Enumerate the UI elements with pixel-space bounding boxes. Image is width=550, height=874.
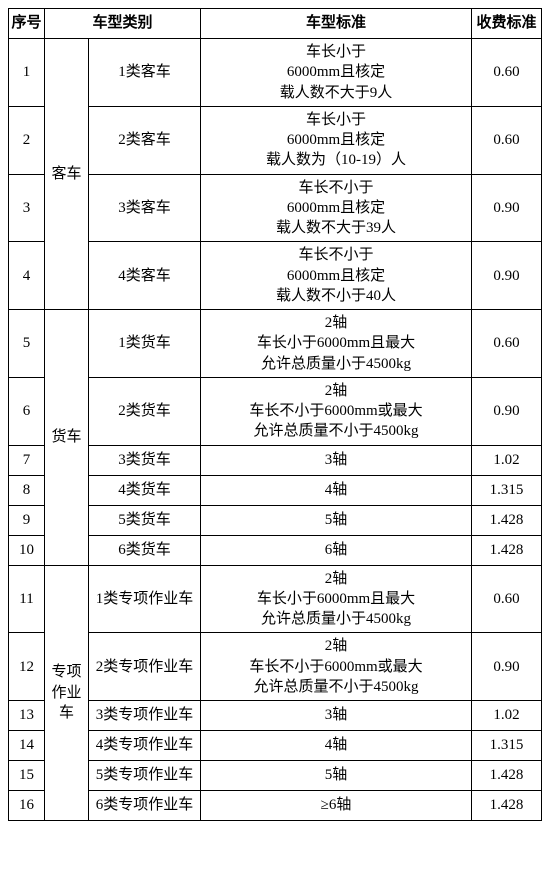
- cell-standard: ≥6轴: [201, 791, 472, 821]
- table-row: 4 4类客车 车长不小于6000mm且核定载人数不小于40人 0.90: [9, 242, 542, 310]
- cell-standard: 4轴: [201, 731, 472, 761]
- table-row: 2 2类客车 车长小于6000mm且核定载人数为（10-19）人 0.60: [9, 106, 542, 174]
- header-standard: 车型标准: [201, 9, 472, 39]
- cell-index: 4: [9, 242, 45, 310]
- cell-group-special: 专项作业车: [45, 565, 89, 821]
- cell-index: 1: [9, 39, 45, 107]
- table-row: 9 5类货车 5轴 1.428: [9, 505, 542, 535]
- cell-subtype: 4类货车: [89, 475, 201, 505]
- cell-standard: 5轴: [201, 505, 472, 535]
- cell-subtype: 3类客车: [89, 174, 201, 242]
- cell-fee: 1.428: [472, 505, 542, 535]
- cell-subtype: 2类客车: [89, 106, 201, 174]
- table-row: 15 5类专项作业车 5轴 1.428: [9, 761, 542, 791]
- vehicle-fee-table: 序号 车型类别 车型标准 收费标准 1 客车 1类客车 车长小于6000mm且核…: [8, 8, 542, 821]
- cell-index: 8: [9, 475, 45, 505]
- cell-index: 13: [9, 701, 45, 731]
- table-row: 16 6类专项作业车 ≥6轴 1.428: [9, 791, 542, 821]
- cell-subtype: 1类货车: [89, 310, 201, 378]
- cell-standard: 车长小于6000mm且核定载人数为（10-19）人: [201, 106, 472, 174]
- cell-fee: 0.60: [472, 39, 542, 107]
- cell-index: 15: [9, 761, 45, 791]
- table-row: 14 4类专项作业车 4轴 1.315: [9, 731, 542, 761]
- table-header-row: 序号 车型类别 车型标准 收费标准: [9, 9, 542, 39]
- cell-standard: 2轴车长不小于6000mm或最大允许总质量不小于4500kg: [201, 377, 472, 445]
- cell-fee: 1.428: [472, 761, 542, 791]
- cell-fee: 1.315: [472, 731, 542, 761]
- cell-fee: 0.90: [472, 377, 542, 445]
- cell-index: 3: [9, 174, 45, 242]
- cell-standard: 车长小于6000mm且核定载人数不大于9人: [201, 39, 472, 107]
- cell-group-truck: 货车: [45, 310, 89, 566]
- cell-standard: 6轴: [201, 535, 472, 565]
- cell-subtype: 3类专项作业车: [89, 701, 201, 731]
- cell-subtype: 2类专项作业车: [89, 633, 201, 701]
- cell-fee: 0.60: [472, 565, 542, 633]
- cell-index: 5: [9, 310, 45, 378]
- cell-index: 6: [9, 377, 45, 445]
- cell-standard: 5轴: [201, 761, 472, 791]
- cell-standard: 车长不小于6000mm且核定载人数不小于40人: [201, 242, 472, 310]
- header-fee: 收费标准: [472, 9, 542, 39]
- cell-index: 11: [9, 565, 45, 633]
- cell-standard: 3轴: [201, 701, 472, 731]
- cell-subtype: 5类专项作业车: [89, 761, 201, 791]
- cell-fee: 0.90: [472, 633, 542, 701]
- table-row: 10 6类货车 6轴 1.428: [9, 535, 542, 565]
- table-row: 7 3类货车 3轴 1.02: [9, 445, 542, 475]
- cell-subtype: 1类专项作业车: [89, 565, 201, 633]
- cell-standard: 4轴: [201, 475, 472, 505]
- cell-fee: 0.90: [472, 242, 542, 310]
- cell-fee: 0.90: [472, 174, 542, 242]
- cell-standard: 3轴: [201, 445, 472, 475]
- cell-subtype: 4类专项作业车: [89, 731, 201, 761]
- cell-fee: 0.60: [472, 310, 542, 378]
- cell-index: 10: [9, 535, 45, 565]
- cell-group-bus: 客车: [45, 39, 89, 310]
- cell-subtype: 3类货车: [89, 445, 201, 475]
- table-row: 12 2类专项作业车 2轴车长不小于6000mm或最大允许总质量不小于4500k…: [9, 633, 542, 701]
- cell-subtype: 4类客车: [89, 242, 201, 310]
- cell-subtype: 1类客车: [89, 39, 201, 107]
- cell-standard: 2轴车长小于6000mm且最大允许总质量小于4500kg: [201, 310, 472, 378]
- table-row: 6 2类货车 2轴车长不小于6000mm或最大允许总质量不小于4500kg 0.…: [9, 377, 542, 445]
- table-row: 13 3类专项作业车 3轴 1.02: [9, 701, 542, 731]
- cell-subtype: 2类货车: [89, 377, 201, 445]
- table-row: 3 3类客车 车长不小于6000mm且核定载人数不大于39人 0.90: [9, 174, 542, 242]
- cell-fee: 1.315: [472, 475, 542, 505]
- table-row: 11 专项作业车 1类专项作业车 2轴车长小于6000mm且最大允许总质量小于4…: [9, 565, 542, 633]
- cell-standard: 车长不小于6000mm且核定载人数不大于39人: [201, 174, 472, 242]
- cell-index: 9: [9, 505, 45, 535]
- cell-index: 2: [9, 106, 45, 174]
- cell-index: 14: [9, 731, 45, 761]
- cell-fee: 1.02: [472, 445, 542, 475]
- cell-fee: 1.428: [472, 791, 542, 821]
- cell-fee: 1.02: [472, 701, 542, 731]
- cell-subtype: 6类专项作业车: [89, 791, 201, 821]
- table-row: 5 货车 1类货车 2轴车长小于6000mm且最大允许总质量小于4500kg 0…: [9, 310, 542, 378]
- header-index: 序号: [9, 9, 45, 39]
- cell-subtype: 6类货车: [89, 535, 201, 565]
- header-category: 车型类别: [45, 9, 201, 39]
- cell-fee: 1.428: [472, 535, 542, 565]
- cell-index: 7: [9, 445, 45, 475]
- cell-standard: 2轴车长不小于6000mm或最大允许总质量不小于4500kg: [201, 633, 472, 701]
- cell-subtype: 5类货车: [89, 505, 201, 535]
- cell-index: 16: [9, 791, 45, 821]
- table-row: 1 客车 1类客车 车长小于6000mm且核定载人数不大于9人 0.60: [9, 39, 542, 107]
- cell-fee: 0.60: [472, 106, 542, 174]
- table-row: 8 4类货车 4轴 1.315: [9, 475, 542, 505]
- cell-index: 12: [9, 633, 45, 701]
- cell-standard: 2轴车长小于6000mm且最大允许总质量小于4500kg: [201, 565, 472, 633]
